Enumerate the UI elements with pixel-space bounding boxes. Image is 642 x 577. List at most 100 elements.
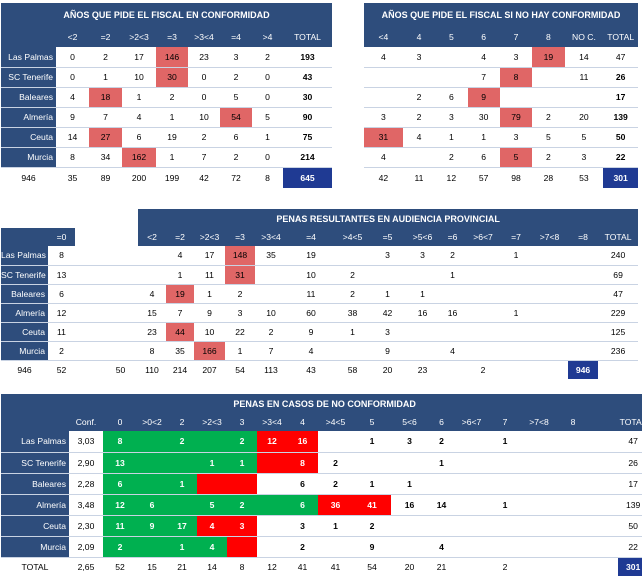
cell: 26 [603, 67, 638, 88]
cell [465, 341, 501, 361]
cell: 13 [103, 452, 137, 474]
footer-cell: 57 [478, 172, 489, 183]
footer-cell [75, 360, 103, 379]
cell: 6 [287, 494, 318, 516]
cell: 4 [166, 246, 194, 266]
row-label: Murcia [1, 536, 69, 558]
footer-cell: 946 [17, 364, 32, 375]
table-fiscal-no-conformidad: AÑOS QUE PIDE EL FISCAL SI NO HAY CONFOR… [364, 3, 638, 188]
cell [167, 452, 197, 474]
cell: 2 [532, 107, 565, 128]
footer-cell: 12 [267, 561, 277, 572]
cell: 8 [138, 341, 166, 361]
cell: 35 [166, 341, 194, 361]
cell: 4 [467, 47, 500, 68]
row-label: SC Tenerife [1, 67, 56, 88]
table-footer: 946 52 50 110 214 207 54 113 43 58 20 23 2 946 [1, 360, 638, 379]
cell [531, 341, 568, 361]
row-label: Las Palmas [1, 47, 56, 68]
row-label: SC Tenerife [1, 452, 69, 474]
cell: 12 [103, 494, 137, 516]
cell [318, 536, 353, 558]
cell: 8 [499, 67, 533, 88]
header-cell: =2 [89, 27, 122, 47]
cell [402, 147, 436, 168]
footer-cell: 207 [202, 364, 217, 375]
cell: 2 [103, 536, 137, 558]
cell [75, 322, 138, 342]
table-title: AÑOS QUE PIDE EL FISCAL SI NO HAY CONFOR… [364, 3, 638, 27]
table-row: Las Palmas 8 4 17 148 35 19 3 3 2 1 240 [1, 246, 639, 266]
row-label: Almería [1, 303, 48, 323]
table-row: Baleares 6 4 19 1 2 11 2 1 1 47 [1, 284, 639, 304]
cell [370, 265, 405, 285]
cell: 17 [122, 47, 156, 68]
table-row: 4 3 4 3 19 14 47 [364, 47, 638, 68]
cell [556, 515, 590, 537]
cell: 1 [335, 322, 370, 342]
cell: 16 [405, 303, 440, 323]
cell: 27 [89, 127, 122, 148]
cell: 44 [166, 322, 194, 342]
footer-cell: 54 [235, 364, 245, 375]
cell: 2 [428, 431, 455, 453]
cell: 2 [255, 322, 287, 342]
cell: 1 [440, 265, 465, 285]
cell: 14 [428, 494, 455, 516]
cell: 1 [156, 107, 188, 128]
row-label: Almería [1, 107, 56, 128]
cell: 6 [122, 127, 156, 148]
cell [227, 536, 257, 558]
cell [257, 536, 287, 558]
cell: 2 [89, 47, 122, 68]
table-row: 31 4 1 1 3 5 5 50 [364, 127, 638, 148]
table-row: Murcia 2 8 35 166 1 7 4 9 4 236 [1, 341, 639, 361]
cell: 11 [103, 515, 137, 537]
cell [568, 322, 598, 342]
cell: 8 [48, 246, 75, 266]
cell [568, 265, 598, 285]
cell: 3 [370, 322, 405, 342]
cell [556, 473, 590, 495]
cell: 2,28 [69, 473, 103, 495]
footer-cell: 2 [480, 364, 486, 375]
cell: 69 [598, 265, 639, 285]
cell [197, 473, 227, 495]
header-cell: Conf. [69, 413, 103, 431]
row-label: Almería [1, 494, 69, 516]
cell: 1 [467, 127, 500, 148]
cell [488, 473, 522, 495]
header-cell: >7<8 [531, 228, 568, 246]
cell [455, 536, 488, 558]
cell: 3 [499, 47, 533, 68]
footer-total: 645 [283, 167, 333, 188]
cell: 7 [89, 107, 122, 128]
cell: 50 [618, 515, 642, 537]
cell: 10 [287, 265, 335, 285]
footer-cell [556, 557, 590, 576]
cell: 5 [220, 87, 252, 108]
cell: 1 [167, 473, 197, 495]
footer-cell: 72 [231, 172, 241, 183]
cell: 17 [167, 515, 197, 537]
footer-cell: 20 [382, 364, 393, 375]
header-cell: >4<5 [318, 413, 353, 431]
cell [137, 536, 167, 558]
cell: 2 [353, 515, 391, 537]
table-row: Baleares 4 18 1 2 0 5 0 30 [1, 87, 333, 108]
cell [531, 284, 568, 304]
cell: 4 [428, 536, 455, 558]
cell: 0 [252, 147, 283, 168]
footer-cell: 98 [511, 172, 521, 183]
footer-cell [455, 557, 488, 576]
header-cell: <2 [138, 228, 166, 246]
cell [531, 303, 568, 323]
cell: 139 [618, 494, 642, 516]
header-cell: <2 [56, 27, 89, 47]
cell: 2 [220, 67, 252, 88]
cell [364, 87, 403, 108]
footer-cell: 41 [297, 561, 308, 572]
cell: 47 [618, 431, 642, 453]
cell [428, 473, 455, 495]
